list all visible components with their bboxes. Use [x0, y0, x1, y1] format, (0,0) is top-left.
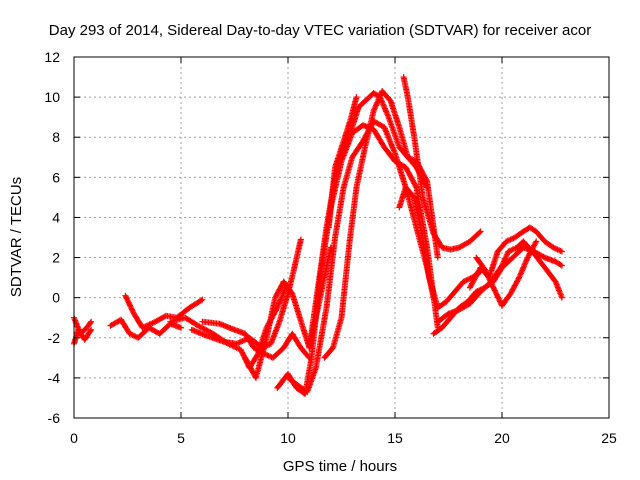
y-tick-label: -4 [48, 370, 61, 386]
series-track-19 [473, 238, 540, 309]
data-marks-track-4 [122, 292, 206, 331]
data-marks-track-19 [473, 238, 540, 309]
y-tick-label: -2 [48, 330, 61, 346]
data-marks-track-17 [434, 238, 565, 325]
x-tick-label: 15 [387, 430, 403, 446]
data-marks-track-13 [325, 94, 360, 231]
y-axis-label: SDTVAR / TECUs [8, 177, 25, 297]
series-track-3 [107, 316, 184, 341]
x-tick-label: 5 [177, 430, 185, 446]
y-tick-label: 4 [52, 209, 60, 225]
series-track-4 [122, 292, 206, 331]
axis-ticks: 0 5 10 15 20 25 -6 -4 -2 0 2 4 6 8 10 12 [44, 49, 617, 446]
x-axis-label: GPS time / hours [283, 458, 397, 475]
y-tick-label: 8 [52, 129, 60, 145]
data-marks-track-14 [400, 74, 484, 253]
x-tick-label: 20 [494, 430, 510, 446]
y-tick-label: 6 [52, 169, 60, 185]
chart-title: Day 293 of 2014, Sidereal Day-to-day VTE… [49, 22, 591, 39]
y-tick-label: 12 [44, 49, 60, 65]
data-points [71, 74, 565, 397]
x-tick-label: 25 [601, 430, 617, 446]
data-marks-track-7 [199, 318, 313, 361]
data-marks-track-3 [107, 316, 184, 341]
grid-lines [74, 57, 609, 418]
plot-border [73, 56, 610, 419]
series-track-15 [396, 184, 484, 311]
y-tick-label: 10 [44, 89, 60, 105]
x-tick-label: 10 [280, 430, 296, 446]
series-track-14 [400, 74, 484, 253]
y-tick-label: 0 [52, 290, 60, 306]
series-track-17 [434, 238, 565, 325]
series-track-13 [325, 94, 360, 231]
y-tick-label: -6 [48, 410, 61, 426]
x-tick-label: 0 [70, 430, 78, 446]
y-tick-label: 2 [52, 250, 60, 266]
series-track-7 [199, 318, 313, 361]
data-marks-track-15 [396, 184, 484, 311]
